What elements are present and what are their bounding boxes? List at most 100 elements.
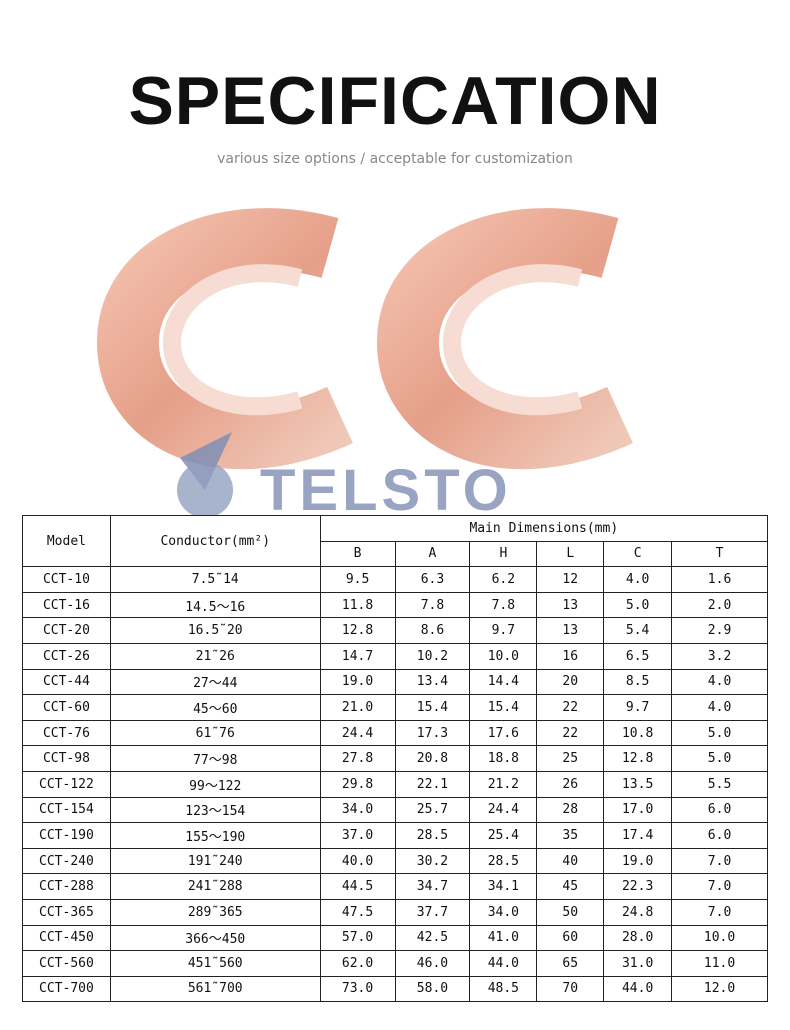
table-cell: 19.0 (319, 668, 396, 696)
table-cell: 2.9 (671, 617, 768, 644)
table-cell: 4.0 (603, 566, 673, 593)
table-cell: 10.2 (394, 642, 471, 670)
table-row: CCT-365 289˜365 47.5 37.7 34.0 50 24.8 7.0 (22, 898, 768, 926)
table-cell: 6.0 (671, 796, 768, 824)
table-cell: 5.4 (603, 617, 673, 644)
table-row: CCT-60 45～60 21.0 15.4 15.4 22 9.7 4.0 (22, 694, 768, 721)
table-cell: 22.1 (394, 770, 471, 798)
table-cell: 6.2 (469, 566, 538, 593)
table-row: CCT-288 241˜288 44.5 34.7 34.1 45 22.3 7.0 (22, 873, 768, 900)
column-header: L (536, 540, 605, 568)
table-cell: 7.0 (671, 898, 768, 926)
table-cell: 57.0 (319, 924, 396, 952)
table-cell: 5.5 (671, 770, 768, 798)
table-cell: CCT-16 (22, 591, 111, 619)
subtitle: various size options / acceptable for cu… (217, 151, 573, 167)
table-cell: 30.2 (394, 847, 471, 875)
table-cell: 18.8 (469, 745, 538, 772)
table-cell: 22 (536, 694, 605, 721)
table-cell: 42.5 (394, 924, 471, 952)
table-cell: 7.0 (671, 847, 768, 875)
table-cell: CCT-288 (22, 873, 111, 900)
table-cell: 25 (536, 745, 605, 772)
table-cell: CCT-20 (22, 617, 111, 644)
table-cell: 6.5 (603, 642, 673, 670)
table-cell: 15.4 (394, 694, 471, 721)
table-cell: 366～450 (109, 924, 321, 952)
table-cell: CCT-98 (22, 745, 111, 772)
table-cell: 35 (536, 822, 605, 849)
table-cell: 6.0 (671, 822, 768, 849)
table-cell: 7.0 (671, 873, 768, 900)
table-cell: 44.0 (469, 950, 538, 977)
table-cell: 7.8 (469, 591, 538, 619)
table-cell: 9.7 (603, 694, 673, 721)
table-cell: 12 (536, 566, 605, 593)
table-cell: 17.6 (469, 719, 538, 747)
table-cell: 20 (536, 668, 605, 696)
table-cell: 5.0 (671, 719, 768, 747)
table-cell: 4.0 (671, 668, 768, 696)
table-cell: 11.8 (319, 591, 396, 619)
table-cell: 12.8 (603, 745, 673, 772)
table-cell: 31.0 (603, 950, 673, 977)
table-cell: 37.0 (319, 822, 396, 849)
table-cell: 58.0 (394, 975, 471, 1003)
table-cell: 13 (536, 591, 605, 619)
table-cell: 34.0 (469, 898, 538, 926)
table-cell: 73.0 (319, 975, 396, 1003)
table-cell: 45～60 (109, 694, 321, 721)
table-cell: 13 (536, 617, 605, 644)
table-cell: CCT-190 (22, 822, 111, 849)
table-cell: 9.5 (319, 566, 396, 593)
logo-text: TELSTO (260, 458, 512, 515)
table-cell: 1.6 (671, 566, 768, 593)
table-cell: 50 (536, 898, 605, 926)
table-cell: 62.0 (319, 950, 396, 977)
table-cell: 24.4 (319, 719, 396, 747)
table-cell: 28.0 (603, 924, 673, 952)
table-row: CCT-10 7.5˜14 9.5 6.3 6.2 12 4.0 1.6 (22, 566, 768, 593)
table-cell: CCT-76 (22, 719, 111, 747)
table-cell: 10.8 (603, 719, 673, 747)
table-cell: 40 (536, 847, 605, 875)
table-cell: CCT-26 (22, 642, 111, 670)
table-cell: 13.5 (603, 770, 673, 798)
table-cell: 28 (536, 796, 605, 824)
table-row: CCT-16 14.5～16 11.8 7.8 7.8 13 5.0 2.0 (22, 591, 768, 619)
table-cell: 28.5 (469, 847, 538, 875)
table-cell: 34.0 (319, 796, 396, 824)
clamp (377, 208, 633, 470)
table-cell: 5.0 (603, 591, 673, 619)
table-cell: 14.5～16 (109, 591, 321, 619)
table-row: CCT-240 191˜240 40.0 30.2 28.5 40 19.0 7.0 (22, 847, 768, 875)
table-cell: 10.0 (469, 642, 538, 670)
table-row: CCT-98 77～98 27.8 20.8 18.8 25 12.8 5.0 (22, 745, 768, 772)
table-cell: 44.0 (603, 975, 673, 1003)
table-row: CCT-44 27～44 19.0 13.4 14.4 20 8.5 4.0 (22, 668, 768, 696)
table-cell: 40.0 (319, 847, 396, 875)
table-cell: 20.8 (394, 745, 471, 772)
table-cell: 9.7 (469, 617, 538, 644)
table-cell: 65 (536, 950, 605, 977)
table-cell: 34.1 (469, 873, 538, 900)
table-cell: CCT-60 (22, 694, 111, 721)
table-cell: 99～122 (109, 770, 321, 798)
title: SPECIFICATION (128, 63, 662, 139)
table-cell: CCT-700 (22, 975, 111, 1003)
table-cell: 6.3 (394, 566, 471, 593)
table-cell: 37.7 (394, 898, 471, 926)
table-cell: 24.8 (603, 898, 673, 926)
table-cell: CCT-240 (22, 847, 111, 875)
table-cell: CCT-10 (22, 566, 111, 593)
table-cell: 14.7 (319, 642, 396, 670)
table-cell: 26 (536, 770, 605, 798)
table-cell: 14.4 (469, 668, 538, 696)
table-cell: 8.5 (603, 668, 673, 696)
table-row: CCT-154 123～154 34.0 25.7 24.4 28 17.0 6.0 (22, 796, 768, 824)
clamp (97, 208, 353, 470)
table-cell: 22 (536, 719, 605, 747)
table-row: CCT-26 21˜26 14.7 10.2 10.0 16 6.5 3.2 (22, 642, 768, 670)
column-header: A (394, 540, 471, 568)
table-cell: 21˜26 (109, 642, 321, 670)
